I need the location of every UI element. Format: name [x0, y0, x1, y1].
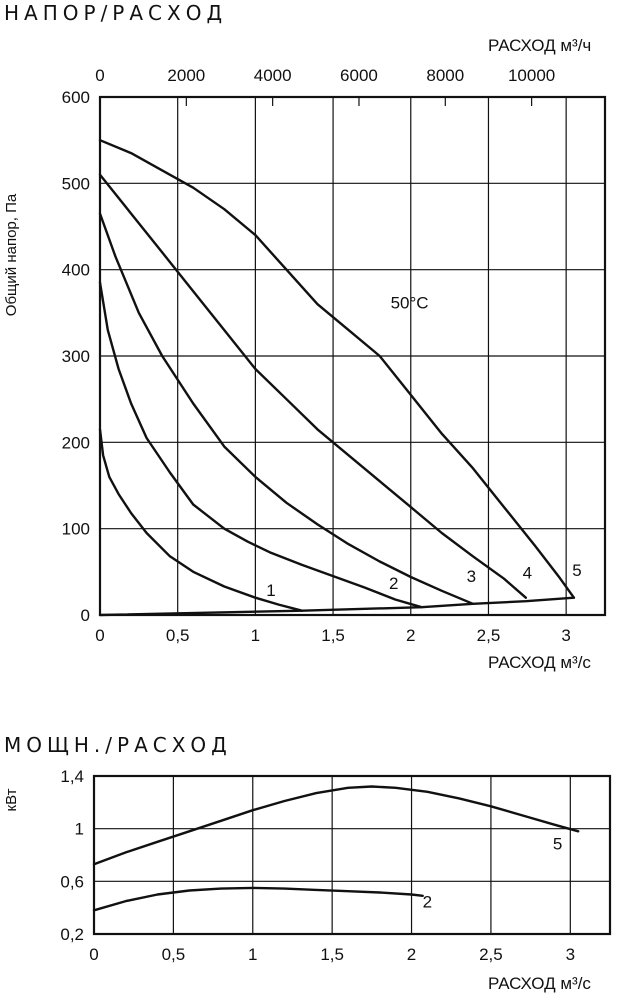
- chart1-ytick: 200: [62, 433, 90, 452]
- chart2-tick-labels: 0 0,5 1 1,5 2 2,5 3 0,2 0,6 1 1,4: [60, 767, 575, 964]
- chart1-frame: [98, 95, 607, 617]
- chart1-x2tick: 8000: [426, 66, 464, 85]
- pressure-curve-1: [98, 428, 304, 612]
- chart2-ytick: 0,2: [60, 925, 84, 944]
- chart1-x2tick: 4000: [254, 66, 292, 85]
- chart1-x2tick: 10000: [508, 66, 555, 85]
- pressure-curve-3: [98, 212, 475, 605]
- pressure-flow-chart: НАПОР/РАСХОД РАСХОД м³/ч Общий напор, Па…: [3, 1, 607, 672]
- pressure-curve-2: [98, 281, 423, 609]
- chart1-xtick: 1: [251, 626, 260, 645]
- curve-label-2: 2: [389, 574, 398, 593]
- pressure-curve-4: [98, 173, 527, 599]
- chart1-ytick: 600: [62, 88, 90, 107]
- chart2-xtick: 2: [407, 945, 416, 964]
- chart1-xtick: 1,5: [321, 626, 345, 645]
- power-curve-label-5: 5: [553, 835, 562, 854]
- chart2-ytick: 0,6: [60, 872, 84, 891]
- chart1-title: НАПОР/РАСХОД: [4, 1, 227, 25]
- chart1-x2tick: 6000: [340, 66, 378, 85]
- chart1-xtick: 0: [95, 626, 104, 645]
- chart1-xtick: 3: [561, 626, 570, 645]
- chart2-y-label: кВт: [3, 788, 20, 811]
- chart1-xtick: 2: [406, 626, 415, 645]
- chart2-xtick: 0,5: [162, 945, 186, 964]
- chart2-xtick: 1,5: [320, 945, 344, 964]
- system-baseline-curve: [98, 596, 576, 617]
- power-curve-5: [92, 785, 580, 866]
- curve-label-1: 1: [266, 581, 275, 600]
- chart2-series-labels: 52: [423, 835, 563, 912]
- chart2-ytick: 1: [75, 820, 84, 839]
- chart2-xtick: 3: [566, 945, 575, 964]
- power-curve-2: [92, 886, 424, 912]
- chart2-grid: [94, 776, 610, 934]
- chart1-x2-label: РАСХОД м³/ч: [488, 36, 591, 55]
- chart1-ytick: 0: [81, 606, 90, 625]
- chart2-series: [92, 785, 580, 912]
- chart1-xtick: 2,5: [477, 626, 501, 645]
- chart1-ytick: 300: [62, 347, 90, 366]
- chart2-frame: [92, 774, 612, 936]
- chart1-x-label: РАСХОД м³/с: [488, 653, 591, 672]
- chart2-xtick: 0: [89, 945, 98, 964]
- chart2-x-label: РАСХОД м³/с: [488, 974, 591, 993]
- chart2-title: МОЩН./РАСХОД: [4, 733, 232, 757]
- chart1-series-labels: 1 2 3 4 5: [266, 561, 582, 600]
- chart1-xtick: 0,5: [166, 626, 190, 645]
- chart1-ytick: 100: [62, 520, 90, 539]
- chart2-xtick: 1: [248, 945, 257, 964]
- chart2-xtick: 2,5: [479, 945, 503, 964]
- power-flow-chart: МОЩН./РАСХОД кВт РАСХОД м³/с 0 0,5 1 1,5 2 2,…: [3, 733, 612, 993]
- chart1-y-label: Общий напор, Па: [3, 193, 20, 316]
- chart1-x2tick: 2000: [167, 66, 205, 85]
- temperature-annotation: 50°C: [391, 294, 429, 313]
- chart1-ytick: 500: [62, 174, 90, 193]
- curve-label-5: 5: [572, 561, 581, 580]
- chart1-x2tick: 0: [95, 66, 104, 85]
- pressure-curve-5: [98, 139, 576, 599]
- curve-label-4: 4: [523, 564, 532, 583]
- curve-label-3: 3: [467, 567, 476, 586]
- chart1-ytick: 400: [62, 261, 90, 280]
- power-curve-label-2: 2: [423, 893, 432, 912]
- chart1-series: [98, 139, 576, 617]
- chart2-ytick: 1,4: [60, 767, 84, 786]
